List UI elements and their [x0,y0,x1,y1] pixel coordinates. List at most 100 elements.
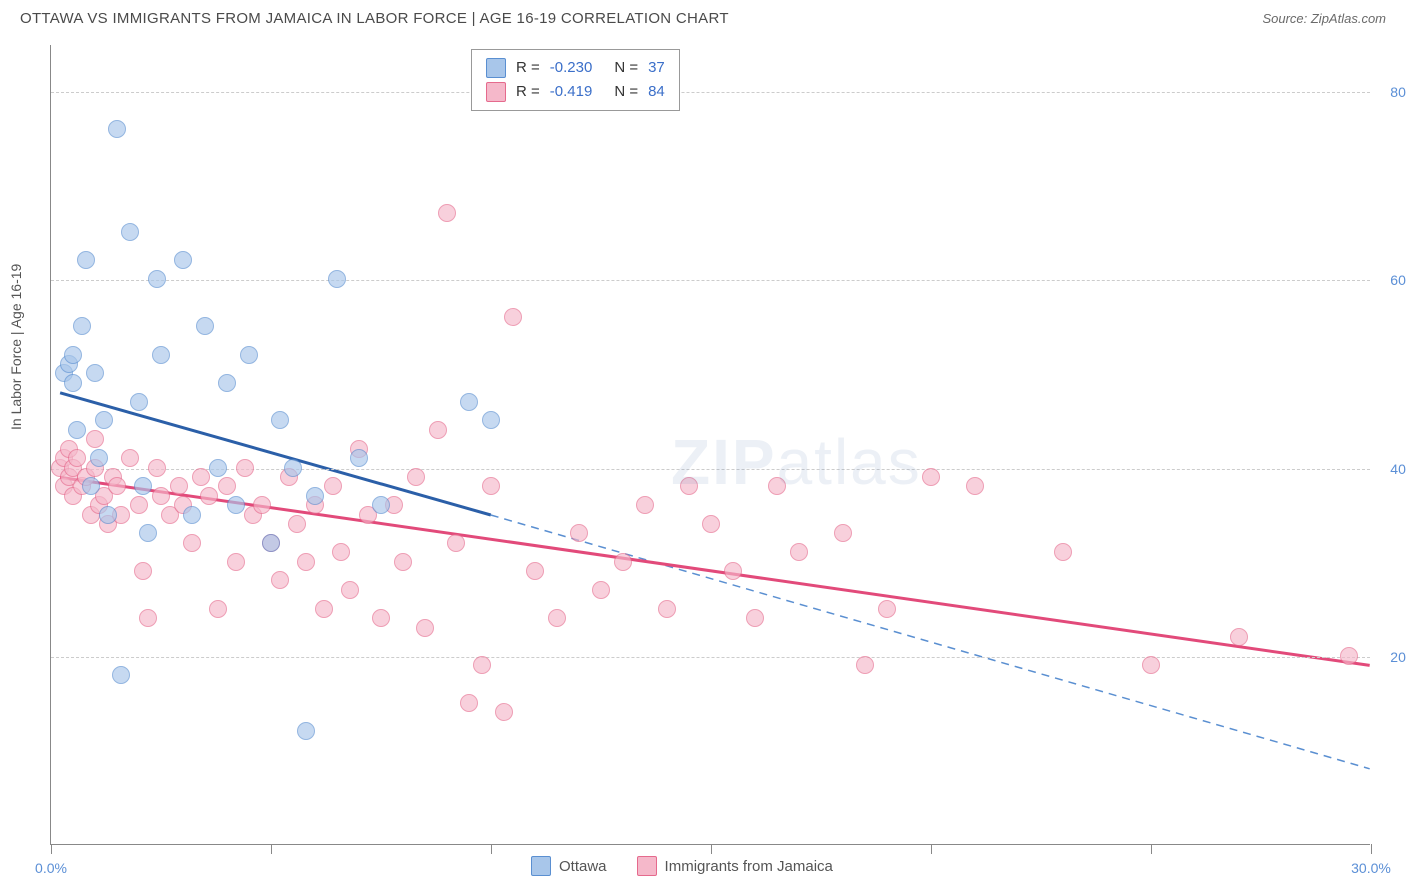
data-point-jamaica [68,449,86,467]
chart-title: OTTAWA VS IMMIGRANTS FROM JAMAICA IN LAB… [20,10,729,27]
swatch-ottawa [486,58,506,78]
data-point-jamaica [315,600,333,618]
data-point-jamaica [1142,656,1160,674]
legend-item-jamaica: Immigrants from Jamaica [637,856,833,876]
x-tick [711,844,712,854]
data-point-ottawa [271,411,289,429]
data-point-ottawa [99,506,117,524]
legend-row-ottawa: R = -0.230 N = 37 [486,56,665,80]
data-point-ottawa [482,411,500,429]
y-axis-label: In Labor Force | Age 16-19 [8,264,24,430]
data-point-jamaica [253,496,271,514]
gridline [51,280,1370,281]
y-tick-label: 60.0% [1390,272,1406,288]
scatter-chart: ZIPatlas R = -0.230 N = 37 R = -0.419 N … [50,45,1370,845]
data-point-ottawa [240,346,258,364]
data-point-jamaica [297,553,315,571]
data-point-ottawa [121,223,139,241]
data-point-jamaica [473,656,491,674]
source-attribution: Source: ZipAtlas.com [1262,11,1386,26]
x-tick [271,844,272,854]
data-point-ottawa [196,317,214,335]
data-point-jamaica [856,656,874,674]
data-point-jamaica [447,534,465,552]
x-tick [931,844,932,854]
data-point-ottawa [328,270,346,288]
data-point-ottawa [218,374,236,392]
data-point-jamaica [148,459,166,477]
data-point-ottawa [350,449,368,467]
data-point-ottawa [209,459,227,477]
x-tick [51,844,52,854]
data-point-ottawa [460,393,478,411]
data-point-ottawa [77,251,95,269]
data-point-jamaica [526,562,544,580]
data-point-jamaica [1230,628,1248,646]
data-point-jamaica [1340,647,1358,665]
n-label: N = [614,80,638,104]
data-point-jamaica [209,600,227,618]
data-point-jamaica [768,477,786,495]
data-point-jamaica [658,600,676,618]
data-point-ottawa [108,120,126,138]
data-point-jamaica [680,477,698,495]
y-tick-label: 80.0% [1390,84,1406,100]
data-point-jamaica [724,562,742,580]
swatch-jamaica-icon [637,856,657,876]
data-point-jamaica [86,430,104,448]
data-point-ottawa [86,364,104,382]
y-tick-label: 20.0% [1390,649,1406,665]
data-point-jamaica [170,477,188,495]
data-point-ottawa [130,393,148,411]
trend-lines [51,45,1370,844]
data-point-jamaica [324,477,342,495]
r-label: R = [516,56,540,80]
data-point-jamaica [134,562,152,580]
data-point-jamaica [152,487,170,505]
data-point-ottawa [73,317,91,335]
x-tick [1151,844,1152,854]
watermark: ZIPatlas [671,425,922,499]
data-point-jamaica [416,619,434,637]
data-point-ottawa [372,496,390,514]
data-point-jamaica [460,694,478,712]
legend-label-jamaica: Immigrants from Jamaica [665,858,833,875]
data-point-jamaica [108,477,126,495]
data-point-jamaica [548,609,566,627]
data-point-ottawa [68,421,86,439]
data-point-jamaica [504,308,522,326]
data-point-jamaica [790,543,808,561]
n-label: N = [614,56,638,80]
data-point-ottawa [174,251,192,269]
r-value-ottawa: -0.230 [550,56,593,80]
data-point-ottawa [95,411,113,429]
data-point-ottawa [284,459,302,477]
data-point-ottawa [139,524,157,542]
data-point-ottawa [134,477,152,495]
swatch-ottawa-icon [531,856,551,876]
data-point-ottawa [262,534,280,552]
x-tick [1371,844,1372,854]
data-point-jamaica [407,468,425,486]
data-point-ottawa [306,487,324,505]
correlation-legend: R = -0.230 N = 37 R = -0.419 N = 84 [471,49,680,111]
y-tick-label: 40.0% [1390,461,1406,477]
data-point-jamaica [139,609,157,627]
data-point-jamaica [218,477,236,495]
data-point-jamaica [341,581,359,599]
gridline [51,657,1370,658]
legend-label-ottawa: Ottawa [559,858,607,875]
data-point-ottawa [82,477,100,495]
data-point-jamaica [332,543,350,561]
data-point-jamaica [746,609,764,627]
data-point-jamaica [636,496,654,514]
data-point-ottawa [112,666,130,684]
r-label: R = [516,80,540,104]
n-value-ottawa: 37 [648,56,665,80]
data-point-ottawa [297,722,315,740]
data-point-jamaica [922,468,940,486]
legend-row-jamaica: R = -0.419 N = 84 [486,80,665,104]
data-point-ottawa [152,346,170,364]
data-point-jamaica [183,534,201,552]
data-point-jamaica [1054,543,1072,561]
